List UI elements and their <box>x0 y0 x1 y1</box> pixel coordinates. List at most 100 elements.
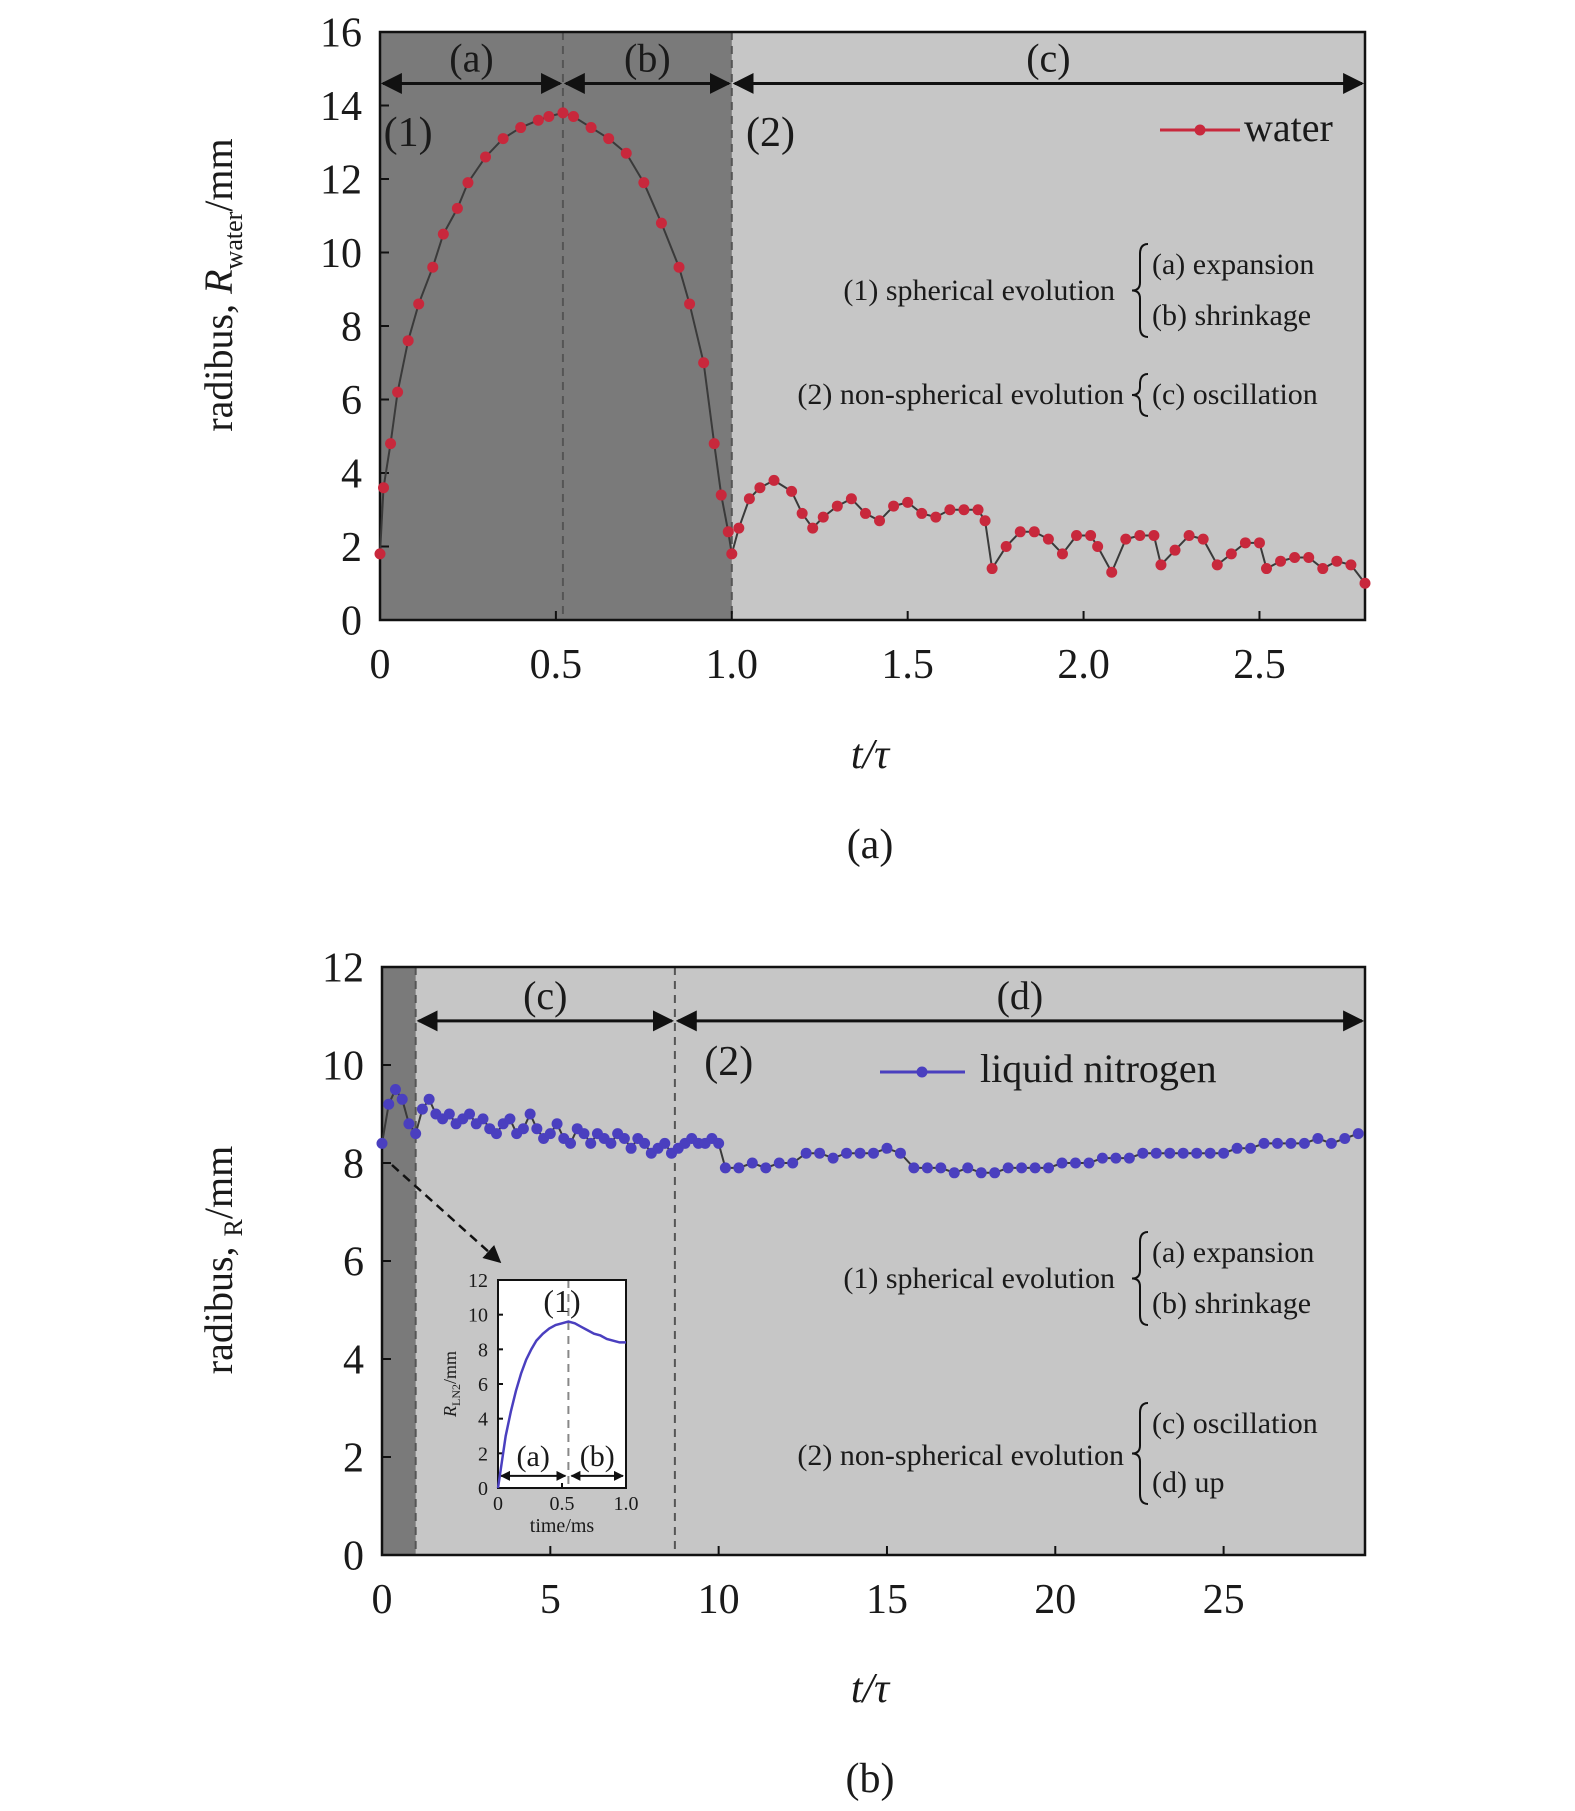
data-point <box>831 500 843 512</box>
data-point <box>1169 544 1181 556</box>
data-point <box>504 1113 516 1125</box>
legend-label: liquid nitrogen <box>980 1046 1217 1091</box>
data-point <box>773 1157 785 1169</box>
data-point <box>1000 541 1012 552</box>
data-point <box>443 1108 455 1120</box>
data-point <box>1029 1162 1041 1174</box>
panel-label: (b) <box>846 1756 895 1802</box>
data-point <box>1275 555 1287 567</box>
data-point <box>1155 559 1167 571</box>
legend-label: water <box>1244 105 1333 150</box>
y-tick-label: 14 <box>320 84 362 130</box>
data-point <box>935 1162 947 1174</box>
data-point <box>480 151 492 163</box>
data-point <box>1183 529 1195 541</box>
data-point <box>410 1128 422 1140</box>
note-item: (d) up <box>1152 1466 1224 1499</box>
x-tick-label: 2.5 <box>1233 642 1286 688</box>
data-point <box>639 1137 651 1149</box>
data-point <box>786 485 798 497</box>
data-point <box>719 1162 731 1174</box>
stage-label: (d) <box>997 973 1044 1018</box>
data-point <box>743 493 755 505</box>
data-point <box>376 1137 388 1149</box>
data-point <box>396 1093 408 1105</box>
data-point <box>1134 529 1146 541</box>
x-tick-label: 25 <box>1203 1577 1245 1623</box>
data-point <box>908 1162 920 1174</box>
inset-chart: 0 0.5 1.0 0 2 4 6 8 10 12 (a) (b) (1) time/ms RLN2/mm <box>440 1270 639 1537</box>
data-point <box>477 1113 489 1125</box>
y-tick-label: 6 <box>341 378 362 424</box>
data-point <box>979 515 991 527</box>
data-point <box>713 1137 725 1149</box>
data-point <box>972 504 984 516</box>
data-point <box>1177 1147 1189 1159</box>
data-point <box>726 548 738 560</box>
data-point <box>975 1167 987 1179</box>
data-point <box>1253 537 1265 549</box>
data-point <box>1096 1152 1108 1164</box>
x-tick-label: 1.0 <box>614 1493 639 1515</box>
data-point <box>1002 1162 1014 1174</box>
data-point <box>462 177 474 189</box>
data-point <box>557 107 569 119</box>
data-point <box>814 1147 826 1159</box>
data-point <box>423 1093 435 1105</box>
y-tick-label: 10 <box>322 1044 364 1090</box>
data-point <box>1261 563 1272 575</box>
note-label: (1) spherical evolution <box>843 1262 1115 1295</box>
data-point <box>796 507 808 519</box>
note-brace <box>1131 1402 1149 1505</box>
data-point <box>403 1118 415 1130</box>
data-point <box>989 1167 1001 1179</box>
note-item: (b) shrinkage <box>1152 1287 1311 1320</box>
data-point <box>427 261 439 273</box>
note-item: (b) shrinkage <box>1152 299 1311 332</box>
legend: liquid nitrogen <box>880 1046 1217 1091</box>
x-tick-label: 0 <box>493 1493 503 1515</box>
data-point <box>451 202 463 214</box>
data-point <box>603 133 615 145</box>
data-point <box>374 548 386 560</box>
data-point <box>1056 548 1068 560</box>
data-point <box>1204 1147 1216 1159</box>
data-point <box>383 1098 395 1110</box>
x-axis-label: t/τ <box>851 1666 891 1712</box>
y-tick-label: 2 <box>343 1436 364 1482</box>
stage-label: (c) <box>523 973 567 1018</box>
data-point <box>1231 1142 1243 1154</box>
data-point <box>1191 1147 1203 1159</box>
data-point <box>958 504 970 516</box>
data-point <box>921 1162 933 1174</box>
note-brace <box>1131 373 1149 417</box>
data-point <box>517 1123 529 1135</box>
data-point <box>1218 1147 1230 1159</box>
data-point <box>859 507 871 519</box>
data-point <box>1239 537 1251 549</box>
stage-label: (b) <box>580 1440 615 1473</box>
y-tick-label: 8 <box>341 305 362 351</box>
data-point <box>1303 552 1315 564</box>
data-point <box>655 217 667 229</box>
inset-y-label: RLN2/mm <box>440 1351 463 1418</box>
data-point <box>888 500 900 512</box>
data-point <box>1285 1137 1297 1149</box>
y-tick-label: 16 <box>320 11 362 57</box>
data-point <box>544 1128 556 1140</box>
data-point <box>708 438 720 450</box>
data-point <box>754 482 766 494</box>
y-tick-label: 12 <box>468 1270 488 1292</box>
inset-background <box>498 1280 626 1488</box>
x-tick-label: 0 <box>372 1577 393 1623</box>
data-point <box>868 1147 879 1159</box>
data-point <box>1225 548 1237 560</box>
data-point <box>807 522 819 534</box>
data-point <box>1071 529 1083 541</box>
data-point <box>1317 563 1329 575</box>
data-point <box>413 298 425 310</box>
data-point <box>1056 1157 1068 1169</box>
data-point <box>1014 526 1026 538</box>
